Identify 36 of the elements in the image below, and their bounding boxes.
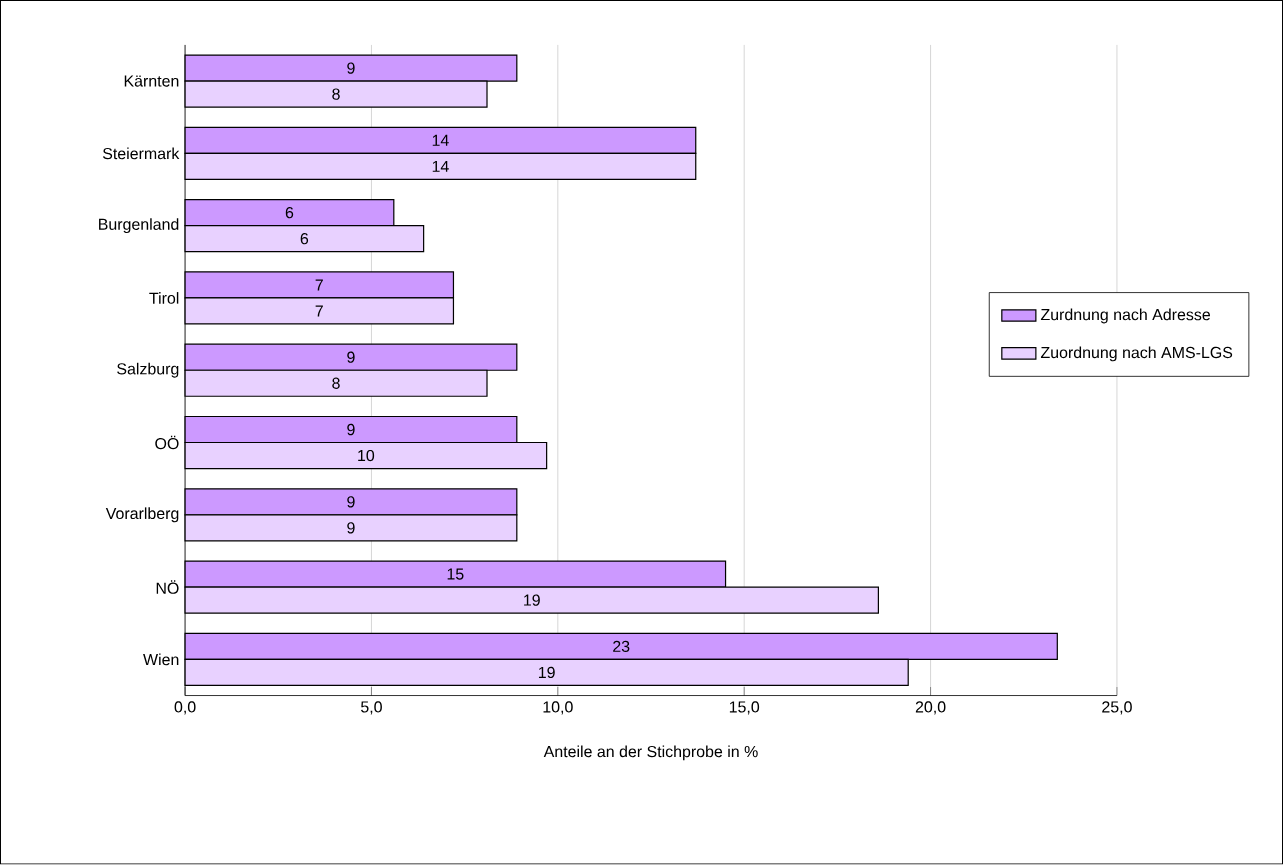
data-label: 15 (447, 568, 464, 580)
data-label: 6 (285, 207, 294, 219)
y-tick-label: Kärnten (124, 75, 179, 87)
data-label: 6 (300, 233, 309, 245)
data-label: 9 (347, 496, 355, 508)
data-label: 9 (347, 62, 355, 74)
data-label: 14 (432, 161, 449, 173)
y-tick-label: OÖ (155, 435, 179, 450)
y-tick-label: Wien (143, 653, 179, 666)
legend-label: Zurdnung nach Adresse (1040, 308, 1211, 324)
x-tick-label: 20,0 (915, 701, 946, 715)
data-label: 8 (332, 88, 340, 100)
data-label: 7 (315, 305, 323, 317)
data-label: 9 (347, 351, 355, 364)
data-label: 7 (315, 279, 323, 291)
data-label: 8 (332, 377, 340, 390)
data-label: 19 (538, 666, 555, 679)
data-label: 9 (347, 522, 355, 534)
x-tick-label: 0,0 (174, 701, 196, 715)
y-tick-label: Salzburg (117, 362, 179, 378)
x-axis-title: Anteile an der Stichprobe in % (543, 745, 758, 761)
x-tick-label: 25,0 (1102, 701, 1132, 715)
y-tick-label: Tirol (149, 292, 179, 305)
data-label: 23 (613, 640, 630, 653)
data-label: 10 (358, 450, 375, 462)
data-label: 19 (524, 594, 540, 606)
x-tick-label: 5,0 (360, 701, 382, 715)
legend-label: Zuordnung nach AMS-LGS (1040, 346, 1233, 362)
data-label: 9 (347, 424, 355, 436)
y-tick-label: Vorarlberg (105, 507, 179, 523)
y-tick-label: Steiermark (102, 147, 180, 160)
x-tick-label: 15,0 (729, 701, 760, 715)
y-tick-label: Burgenland (99, 218, 179, 234)
data-label: 14 (432, 135, 449, 147)
y-tick-label: NÖ (156, 580, 179, 595)
x-tick-label: 10,0 (543, 701, 573, 715)
